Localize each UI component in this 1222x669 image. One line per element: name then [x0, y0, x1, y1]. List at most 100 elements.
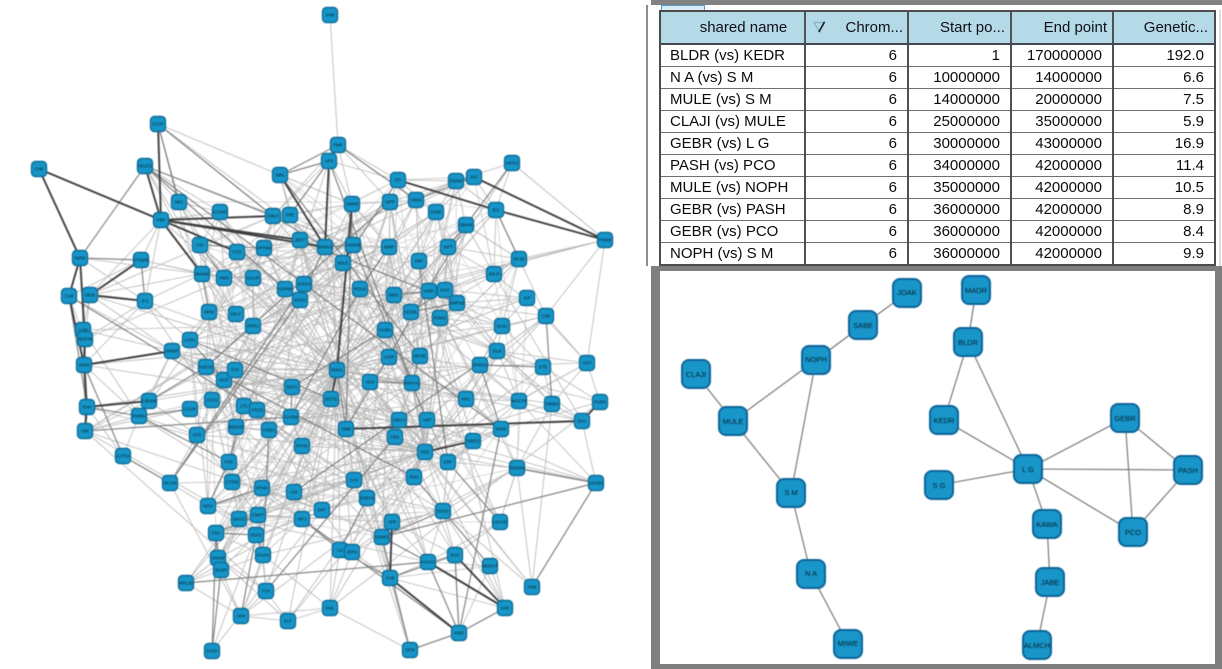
svg-text:DUCS: DUCS: [437, 509, 449, 514]
svg-text:ODK: ODK: [236, 614, 245, 619]
svg-text:SHDG: SHDG: [294, 298, 306, 303]
svg-text:CAS: CAS: [350, 478, 359, 483]
svg-text:MADR: MADR: [965, 286, 988, 295]
svg-text:S M: S M: [784, 488, 797, 497]
svg-text:WIWHJ: WIWHJ: [318, 245, 332, 250]
svg-text:JEPU: JEPU: [347, 550, 358, 555]
svg-text:ABDS: ABDS: [410, 198, 422, 203]
svg-text:NCR: NCR: [219, 378, 228, 383]
svg-text:ERF: ERF: [444, 460, 453, 465]
svg-text:PPE: PPE: [286, 213, 295, 218]
svg-text:NLCW: NLCW: [164, 481, 176, 486]
svg-text:CWPT: CWPT: [252, 513, 265, 518]
svg-text:MGTI: MGTI: [287, 385, 297, 390]
svg-text:MFJ: MFJ: [298, 517, 306, 522]
svg-text:WKLJD: WKLJD: [179, 581, 193, 586]
svg-text:DRT: DRT: [318, 508, 327, 513]
svg-text:OTS: OTS: [193, 433, 202, 438]
svg-text:USCBS: USCBS: [589, 481, 604, 486]
svg-text:JTSWW: JTSWW: [133, 258, 148, 263]
svg-text:PASH: PASH: [1178, 466, 1198, 475]
svg-text:ALMCH: ALMCH: [1024, 641, 1050, 650]
svg-text:EWMU: EWMU: [132, 414, 145, 419]
svg-text:LFES: LFES: [185, 338, 196, 343]
svg-text:KAWA: KAWA: [1036, 520, 1058, 529]
svg-text:CTDM: CTDM: [226, 480, 239, 485]
svg-text:CUUR: CUUR: [184, 407, 196, 412]
svg-text:GTO: GTO: [233, 250, 243, 255]
svg-text:OJRE: OJRE: [430, 210, 441, 215]
svg-text:TRBMF: TRBMF: [598, 238, 613, 243]
svg-text:FMR: FMR: [333, 143, 342, 148]
svg-text:JWMR: JWMR: [346, 202, 359, 207]
svg-text:RTHG: RTHG: [296, 444, 308, 449]
svg-text:FMWH: FMWH: [545, 402, 558, 407]
svg-text:ELP: ELP: [284, 619, 292, 624]
svg-text:S G: S G: [933, 481, 946, 490]
svg-text:GJTSA: GJTSA: [116, 454, 130, 459]
svg-text:JBOT: JBOT: [295, 238, 306, 243]
svg-text:CSD: CSD: [542, 314, 551, 319]
svg-text:LUM: LUM: [79, 328, 88, 333]
svg-text:LSK: LSK: [290, 490, 298, 495]
svg-text:PDD: PDD: [421, 450, 430, 455]
svg-text:KMPI: KMPI: [424, 289, 434, 294]
svg-text:OFW: OFW: [405, 648, 415, 653]
svg-text:PCO: PCO: [1125, 528, 1141, 537]
svg-text:KCUWC: KCUWC: [212, 210, 228, 215]
svg-text:RTNH: RTNH: [256, 486, 268, 491]
svg-text:GUO: GUO: [440, 288, 450, 293]
svg-text:JAUAC: JAUAC: [256, 553, 270, 558]
svg-text:DTE: DTE: [539, 365, 548, 370]
svg-text:MDIL: MDIL: [389, 293, 400, 298]
svg-text:RMGL: RMGL: [331, 368, 344, 373]
svg-text:MFM: MFM: [204, 310, 214, 315]
svg-text:INC: INC: [470, 175, 477, 180]
svg-text:CRA: CRA: [212, 531, 221, 536]
svg-text:UBJK: UBJK: [85, 293, 96, 298]
svg-text:GNAW: GNAW: [212, 556, 225, 561]
svg-text:LDCHD: LDCHD: [493, 520, 507, 525]
svg-text:OTI: OTI: [395, 178, 402, 183]
svg-text:PBP: PBP: [157, 218, 166, 223]
svg-text:ENB: ENB: [528, 585, 537, 590]
svg-text:RFJB: RFJB: [514, 257, 525, 262]
svg-text:RJWD: RJWD: [434, 316, 446, 321]
svg-text:WPP: WPP: [385, 200, 395, 205]
svg-text:NOPH: NOPH: [805, 355, 827, 364]
svg-text:JOAK: JOAK: [897, 288, 917, 297]
svg-text:OOT: OOT: [582, 361, 592, 366]
svg-text:GKUG: GKUG: [233, 517, 245, 522]
svg-text:MONUT: MONUT: [482, 564, 498, 569]
svg-text:HKC: HKC: [175, 200, 184, 205]
svg-text:OBM: OBM: [341, 427, 351, 432]
svg-text:CIH: CIH: [196, 243, 203, 248]
svg-text:UJO: UJO: [501, 606, 510, 611]
svg-text:ISP: ISP: [524, 296, 531, 301]
svg-text:LIJ: LIJ: [337, 548, 343, 553]
svg-text:WKMM: WKMM: [195, 272, 209, 277]
svg-text:IKFT: IKFT: [443, 245, 453, 250]
svg-text:KMMP: KMMP: [166, 349, 179, 354]
svg-text:NMW: NMW: [75, 256, 86, 261]
svg-text:COTF: COTF: [152, 122, 164, 127]
svg-text:BBSOD: BBSOD: [229, 425, 244, 430]
svg-text:FLN: FLN: [262, 589, 270, 594]
svg-text:IFO: IFO: [142, 299, 150, 304]
svg-text:NIBEO: NIBEO: [466, 439, 480, 444]
svg-text:KMD: KMD: [454, 631, 463, 636]
svg-text:GLM: GLM: [492, 349, 502, 354]
svg-text:AMT: AMT: [423, 418, 432, 423]
svg-text:KNN: KNN: [326, 13, 335, 18]
svg-text:CLM: CLM: [65, 294, 74, 299]
svg-text:GEBR: GEBR: [1114, 414, 1136, 423]
svg-text:SABE: SABE: [853, 321, 873, 330]
svg-text:JOMAS: JOMAS: [360, 496, 375, 501]
svg-text:CLAJI: CLAJI: [686, 370, 706, 379]
svg-text:UKOIJ: UKOIJ: [506, 161, 518, 166]
svg-text:EIJL: EIJL: [326, 606, 335, 611]
svg-text:HPTBM: HPTBM: [257, 246, 272, 251]
svg-text:DGA: DGA: [577, 419, 586, 424]
svg-text:DSRM: DSRM: [450, 179, 463, 184]
svg-text:PGUK: PGUK: [354, 287, 366, 292]
